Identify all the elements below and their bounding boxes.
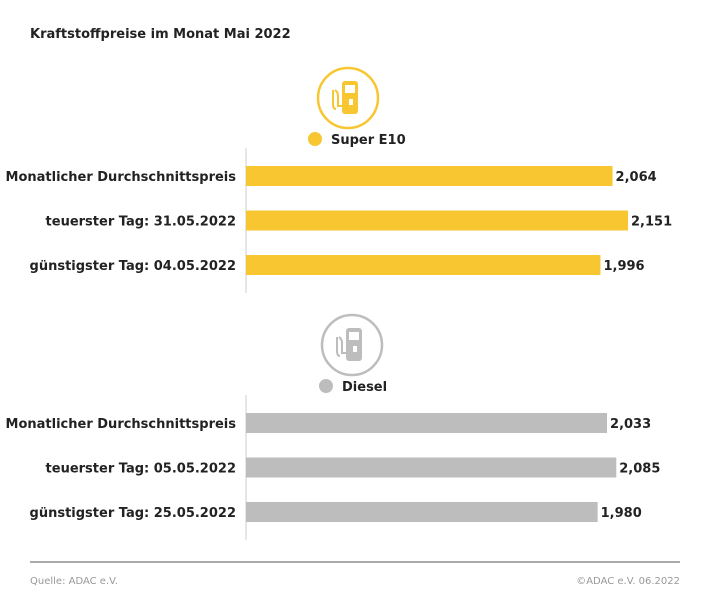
source-note: Quelle: ADAC e.V. bbox=[30, 576, 118, 587]
bar bbox=[246, 413, 608, 433]
bar bbox=[246, 255, 601, 275]
data-label: 2,085 bbox=[619, 462, 660, 477]
chart-title: Kraftstoffpreise im Monat Mai 2022 bbox=[30, 27, 291, 42]
footer-divider bbox=[30, 561, 680, 563]
data-label: 2,064 bbox=[616, 170, 657, 185]
category-label: Monatlicher Durchschnittspreis bbox=[6, 417, 237, 432]
legend-label: Super E10 bbox=[331, 133, 406, 148]
category-label: Monatlicher Durchschnittspreis bbox=[6, 170, 237, 185]
bar bbox=[246, 210, 628, 231]
category-label: teuerster Tag: 31.05.2022 bbox=[46, 215, 236, 230]
data-label: 1,996 bbox=[603, 259, 644, 274]
bar bbox=[246, 166, 613, 186]
category-label: günstigster Tag: 25.05.2022 bbox=[30, 506, 236, 521]
fuel-pump-icon bbox=[316, 66, 380, 130]
bar bbox=[246, 457, 617, 478]
legend-marker bbox=[319, 379, 333, 393]
data-label: 2,033 bbox=[610, 417, 651, 432]
category-label: teuerster Tag: 05.05.2022 bbox=[46, 462, 236, 477]
bar bbox=[246, 502, 598, 522]
category-label: günstigster Tag: 04.05.2022 bbox=[30, 259, 236, 274]
legend-label: Diesel bbox=[342, 380, 387, 395]
data-label: 1,980 bbox=[601, 506, 642, 521]
copyright-note: ©ADAC e.V. 06.2022 bbox=[576, 576, 680, 587]
legend-marker bbox=[308, 132, 322, 146]
data-label: 2,151 bbox=[631, 215, 672, 230]
fuel-pump-icon bbox=[320, 313, 384, 377]
